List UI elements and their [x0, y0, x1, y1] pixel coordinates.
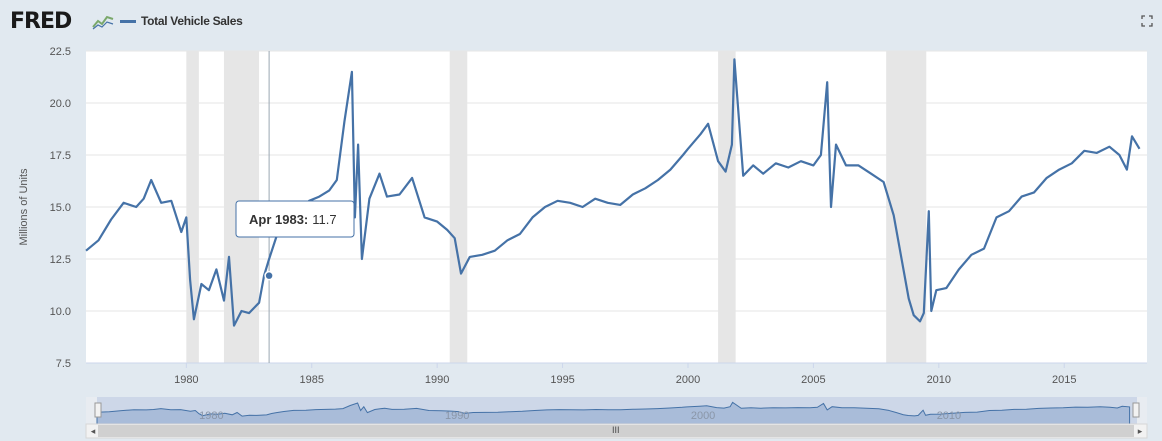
y-tick-label: 20.0: [50, 98, 71, 110]
y-tick-label: 15.0: [50, 202, 71, 214]
y-tick-label: 10.0: [50, 306, 71, 318]
navigator-label: 1990: [445, 410, 469, 422]
y-tick-label: 17.5: [50, 150, 71, 162]
x-tick-label: 2005: [801, 374, 825, 386]
tooltip: Apr 1983: 11.7: [235, 200, 355, 238]
x-tick-label: 2015: [1052, 374, 1076, 386]
y-axis-label: Millions of Units: [18, 168, 30, 246]
y-tick-label: 7.5: [56, 358, 71, 370]
chevron-left-icon[interactable]: ◂: [90, 426, 96, 436]
navigator-labels: 1980 1990 2000 2010: [199, 410, 961, 422]
navigator-label: 1980: [199, 410, 223, 422]
x-tick-label: 1985: [300, 374, 324, 386]
line-chart-icon: [92, 15, 114, 30]
hover-point[interactable]: [264, 270, 274, 281]
tooltip-value: 11.7: [312, 212, 336, 227]
chart-header: FRED Total Vehicle Sales: [0, 0, 1162, 44]
legend-swatch: [120, 20, 136, 23]
svg-text:Apr 1983:11.7: Apr 1983: 11.7: [249, 212, 337, 227]
y-tick-label: 12.5: [50, 254, 71, 266]
y-axis: 7.5 10.0 12.5 15.0 17.5 20.0 22.5: [50, 46, 71, 370]
x-tick-label: 1980: [174, 374, 198, 386]
series-line-total-vehicle-sales[interactable]: [85, 58, 1141, 327]
y-tick-label: 22.5: [50, 46, 71, 58]
x-tick-label: 2010: [927, 374, 951, 386]
x-tick-label: 1990: [425, 374, 449, 386]
x-tick-label: 2000: [676, 374, 700, 386]
scrollbar-thumb[interactable]: [98, 425, 1134, 437]
tooltip-date: Apr 1983: [249, 212, 304, 227]
fred-logo[interactable]: FRED: [10, 9, 72, 34]
fullscreen-icon[interactable]: [1141, 15, 1153, 27]
scrollbar-grip[interactable]: III: [612, 425, 620, 435]
legend-series-label[interactable]: Total Vehicle Sales: [141, 14, 243, 28]
navigator-handle-left[interactable]: [94, 402, 102, 418]
tooltip-separator: :: [304, 212, 308, 227]
x-axis: 1980 1985 1990 1995 2000 2005 2010 2015: [86, 362, 1147, 386]
navigator-series-area: [96, 401, 1131, 425]
navigator-label: 2010: [937, 410, 961, 422]
x-tick-label: 1995: [550, 374, 574, 386]
chevron-right-icon[interactable]: ▸: [1137, 426, 1143, 436]
navigator-label: 2000: [691, 410, 715, 422]
navigator-handle-right[interactable]: [1132, 402, 1140, 418]
